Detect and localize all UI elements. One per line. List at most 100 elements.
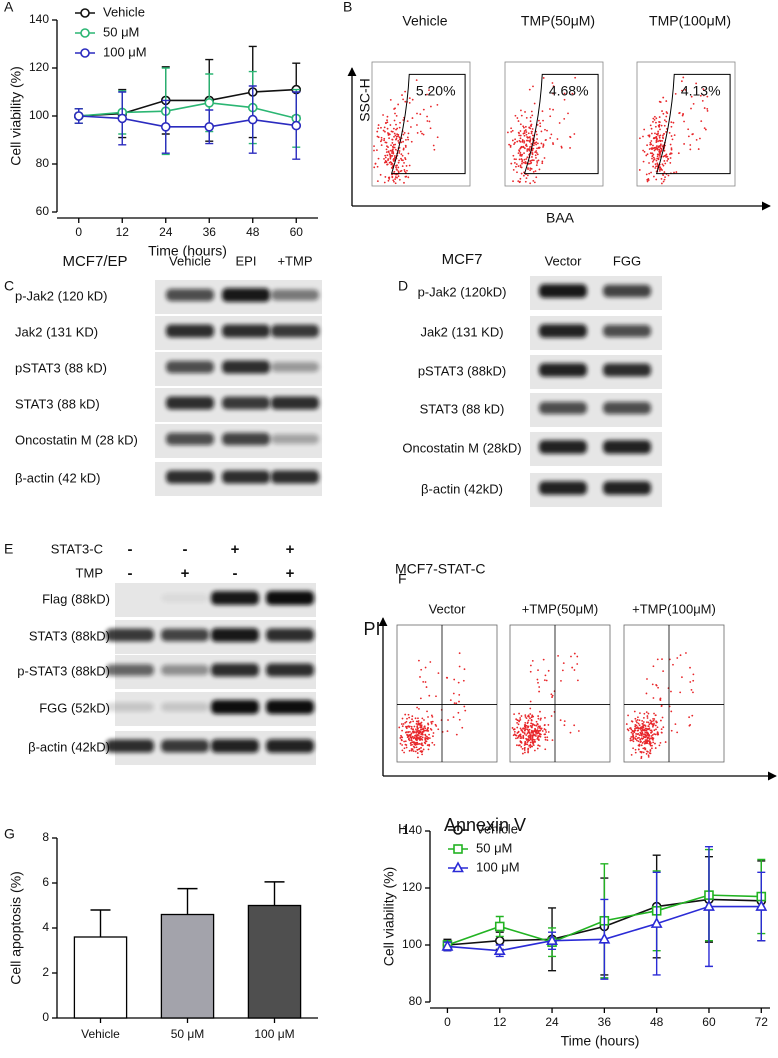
event-dot: [397, 170, 400, 173]
event-dot: [629, 727, 631, 730]
event-dot: [636, 719, 639, 721]
event-dot: [663, 132, 665, 135]
event-dot: [435, 725, 438, 727]
event-dot: [653, 158, 656, 161]
band: [161, 628, 209, 642]
event-dot: [407, 132, 410, 135]
event-dot: [563, 117, 566, 120]
event-dot: [544, 733, 547, 736]
event-dot: [646, 144, 648, 147]
event-dot: [377, 124, 380, 126]
plot-frame: [636, 61, 736, 187]
band: [166, 288, 214, 302]
event-dot: [397, 140, 400, 142]
event-dot: [658, 139, 661, 142]
event-dot: [379, 173, 382, 176]
event-dot: [525, 734, 528, 736]
condition-label: STAT3-C: [51, 541, 103, 556]
event-dot: [632, 734, 635, 737]
event-dot: [529, 717, 531, 720]
gate: [523, 73, 599, 175]
event-dot: [411, 730, 414, 733]
event-dot: [421, 742, 423, 745]
event-dot: [409, 730, 411, 733]
event-dot: [530, 722, 533, 725]
event-dot: [433, 743, 436, 746]
panel-label: D: [398, 278, 408, 294]
event-dot: [411, 715, 414, 718]
event-dot: [525, 143, 528, 146]
event-dot: [519, 717, 522, 719]
event-dot: [516, 726, 519, 729]
event-dot: [655, 720, 657, 723]
event-dot: [410, 749, 413, 752]
event-dot: [550, 133, 553, 136]
event-dot: [402, 723, 405, 725]
event-dot: [662, 112, 665, 115]
band: [222, 288, 270, 302]
event-dot: [642, 747, 645, 750]
event-dot: [642, 160, 645, 163]
event-dot: [429, 105, 432, 108]
event-dot: [524, 726, 527, 729]
event-dot: [537, 735, 540, 738]
event-dot: [430, 714, 433, 717]
plot-title: Vehicle: [402, 13, 447, 29]
event-dot: [642, 721, 645, 723]
event-dot: [535, 735, 537, 737]
event-dot: [418, 748, 420, 751]
event-dot: [570, 655, 572, 658]
event-dot: [516, 171, 518, 174]
event-dot: [525, 131, 528, 133]
event-dot: [530, 110, 533, 113]
event-dot: [376, 180, 379, 183]
event-dot: [688, 716, 691, 719]
event-dot: [655, 139, 658, 141]
event-dot: [626, 728, 629, 731]
event-dot: [524, 715, 527, 718]
event-dot: [661, 136, 664, 139]
event-dot: [406, 734, 409, 737]
event-dot: [645, 727, 648, 730]
y-tick-label: 80: [409, 994, 423, 1008]
event-dot: [453, 702, 456, 705]
y-axis-label: Cell apoptosis (%): [8, 871, 24, 985]
event-dot: [647, 721, 650, 724]
event-dot: [517, 180, 520, 182]
event-dot: [407, 138, 410, 141]
event-dot: [425, 737, 428, 740]
event-dot: [542, 658, 545, 661]
event-dot: [393, 135, 395, 138]
event-dot: [653, 729, 656, 732]
event-dot: [429, 127, 432, 130]
event-dot: [522, 736, 525, 739]
event-dot: [455, 702, 458, 705]
event-dot: [418, 731, 421, 733]
event-dot: [646, 742, 649, 745]
event-dot: [387, 132, 390, 135]
event-dot: [704, 128, 707, 131]
band: [166, 360, 214, 374]
event-dot: [634, 738, 637, 741]
event-dot: [538, 168, 541, 171]
event-dot: [516, 721, 519, 724]
event-dot: [544, 748, 547, 751]
event-dot: [373, 166, 376, 169]
band: [266, 663, 314, 677]
event-dot: [644, 739, 647, 742]
event-dot: [532, 742, 534, 745]
event-dot: [401, 154, 404, 157]
event-dot: [632, 740, 635, 743]
band: [222, 360, 270, 374]
event-dot: [675, 171, 678, 173]
event-dot: [650, 152, 653, 155]
event-dot: [573, 669, 576, 671]
event-dot: [648, 723, 651, 726]
event-dot: [513, 162, 516, 164]
event-dot: [421, 744, 424, 747]
event-dot: [408, 726, 411, 728]
row-label: p-Jak2 (120kD): [418, 284, 507, 299]
event-dot: [407, 176, 410, 179]
event-dot: [658, 744, 661, 747]
event-dot: [398, 726, 401, 729]
